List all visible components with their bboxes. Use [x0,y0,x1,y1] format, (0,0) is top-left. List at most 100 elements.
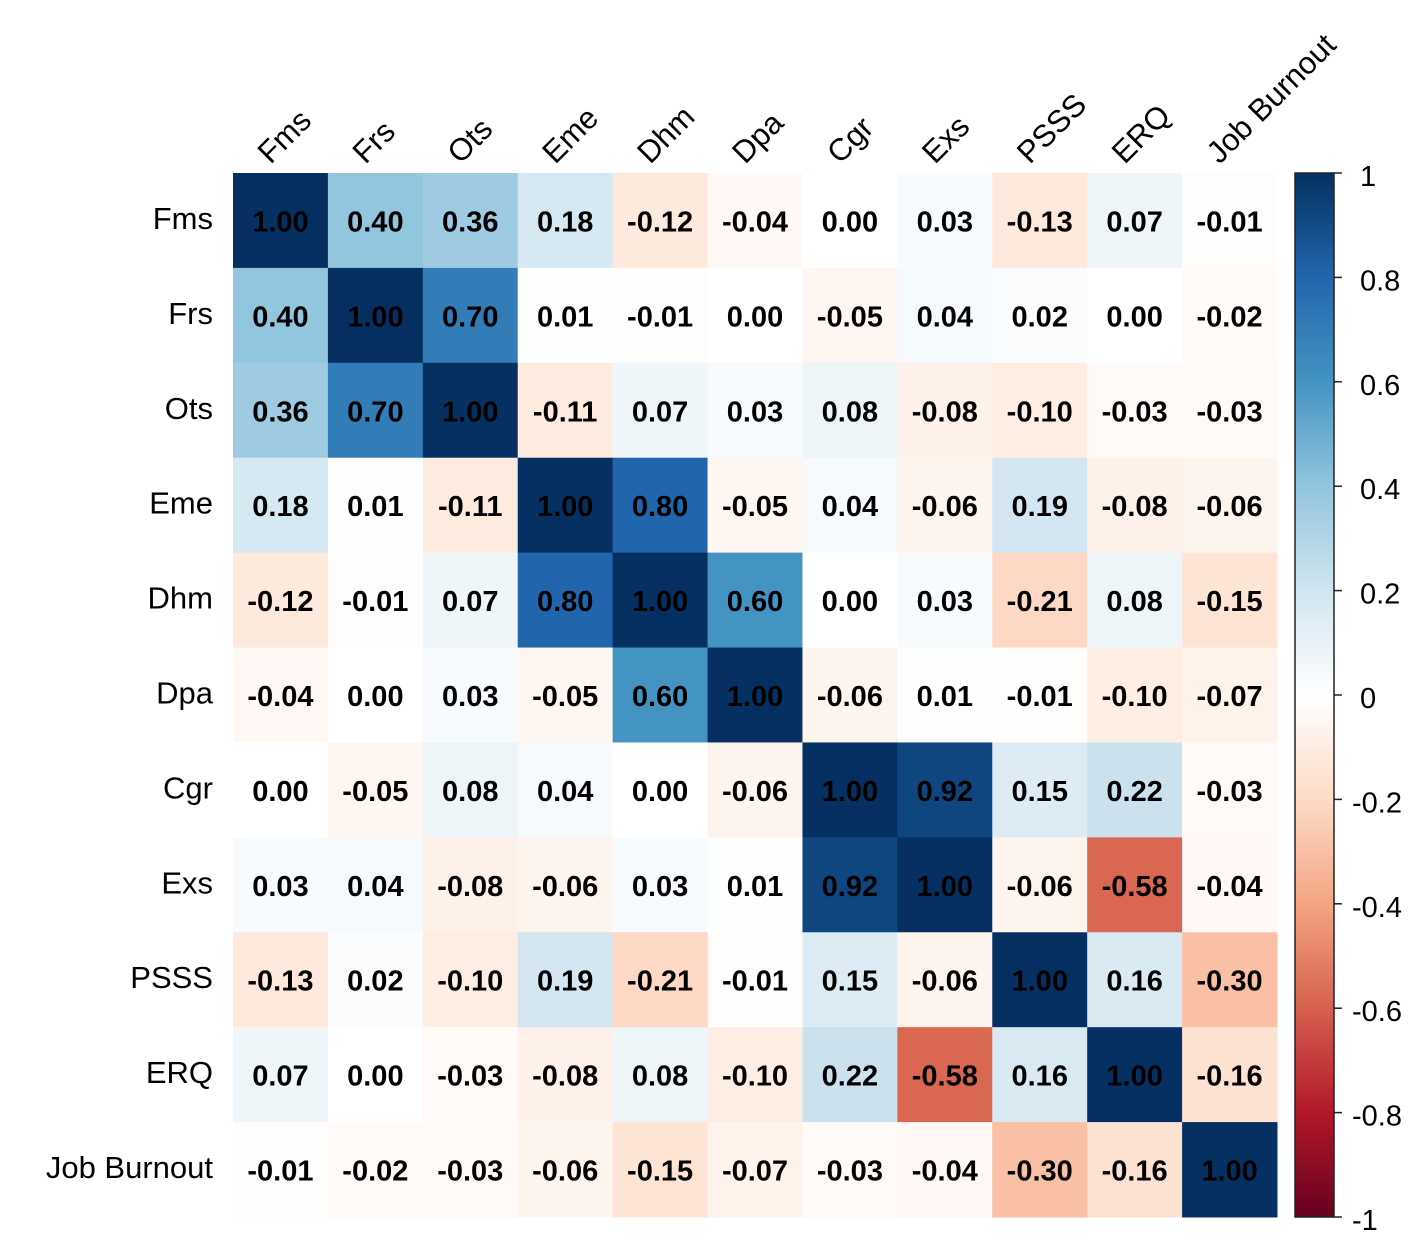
heatmap-cell [233,457,329,554]
cell-value-label: 0.03 [727,396,783,428]
cell-value-label: -0.15 [627,1156,693,1188]
cell-value-label: -0.58 [912,1061,978,1093]
column-label: Ots [440,111,499,170]
colorbar-tick-label: 0.4 [1360,474,1400,506]
cell-value-label: -0.30 [1196,966,1262,998]
heatmap-cell [992,1122,1088,1218]
cell-value-label: -0.04 [1196,871,1262,903]
cell-value-label: -0.06 [817,681,883,713]
cell-value-label: -0.10 [437,966,503,998]
heatmap-cell [1182,742,1278,838]
cell-value-label: -0.03 [437,1156,503,1188]
cell-value-label: 0.00 [347,1061,403,1093]
cell-value-label: -0.11 [533,396,598,428]
cell-value-label: 0.00 [727,301,783,333]
heatmap-cell [422,552,519,649]
heatmap-cell [992,552,1088,649]
heatmap-cell [802,837,898,933]
cell-value-label: 1.00 [632,586,688,618]
cell-value-label: -0.10 [1007,396,1073,428]
cell-value-label: 0.19 [537,966,593,998]
column-labels: Fms Frs Ots Eme Dhm Dpa Cgr Exs PSSS ERQ Job Burno… [251,27,1343,170]
heatmap-cell [707,1027,803,1123]
heatmap-cell [897,647,993,743]
cell-value-label: 0.80 [632,491,688,523]
cell-value-label: 0.04 [917,301,973,333]
cell-value-label: -0.03 [1196,396,1262,428]
heatmap-cell [517,552,614,649]
heatmap-cell [897,552,993,649]
column-label: PSSS [1010,87,1093,170]
heatmap-cells: 1.00 0.40 0.36 0.18 -0.12 -0.04 0.00 0.03 -0.13 0… [233,173,1278,1218]
heatmap-cell [422,267,519,364]
heatmap-cell [992,742,1088,838]
row-label: Cgr [163,770,213,805]
cell-value-label: 0.04 [347,871,403,903]
colorbar-tick-label: -0.4 [1352,892,1402,924]
cell-value-label: 0.60 [632,681,688,713]
heatmap-cell [422,742,519,838]
cell-value-label: -0.58 [1102,871,1168,903]
cell-value-label: -0.06 [912,966,978,998]
heatmap-cell [802,362,898,459]
cell-value-label: -0.06 [532,871,598,903]
cell-value-label: 0.40 [347,206,403,238]
column-label: Job Burnout [1200,27,1343,170]
heatmap-cell [233,932,329,1028]
cell-value-label: 0.36 [252,396,308,428]
heatmap-cell [612,1122,709,1218]
cell-value-label: -0.13 [1007,206,1073,238]
heatmap-cell [233,1122,329,1218]
cell-value-label: 1.00 [917,871,973,903]
colorbar-tick-label: 0.8 [1360,265,1400,297]
cell-value-label: 0.03 [442,681,498,713]
cell-value-label: 0.04 [537,776,593,808]
cell-value-label: -0.06 [912,491,978,523]
heatmap-cell [327,457,424,554]
cell-value-label: 0.00 [632,776,688,808]
cell-value-label: -0.08 [532,1061,598,1093]
heatmap-cell [707,552,803,649]
cell-value-label: 0.07 [1106,206,1162,238]
heatmap-cell [992,647,1088,743]
heatmap-cell [802,742,898,838]
cell-value-label: 0.19 [1012,491,1068,523]
cell-value-label: -0.06 [1196,491,1262,523]
cell-value-label: 0.08 [1106,586,1162,618]
cell-value-label: -0.01 [627,301,693,333]
heatmap-cell [897,267,993,364]
cell-value-label: 0.22 [1106,776,1162,808]
cell-value-label: 0.01 [917,681,973,713]
cell-value-label: 0.80 [537,586,593,618]
heatmap-cell [1087,173,1183,269]
cell-value-label: -0.03 [817,1156,883,1188]
heatmap-cell [612,1027,709,1123]
heatmap-cell [422,457,519,554]
row-label: Ots [165,391,213,426]
cell-value-label: 0.70 [442,301,498,333]
heatmap-cell [1087,457,1183,554]
cell-value-label: -0.06 [1007,871,1073,903]
heatmap-cell [992,267,1088,364]
heatmap-cell [992,1027,1088,1123]
heatmap-cell [1087,267,1183,364]
cell-value-label: 0.07 [252,1061,308,1093]
cell-value-label: -0.08 [912,396,978,428]
cell-value-label: 1.00 [822,776,878,808]
colorbar-tick-label: -0.6 [1352,996,1402,1028]
row-label: Eme [149,486,213,521]
cell-value-label: -0.16 [1102,1156,1168,1188]
heatmap-cell [1182,1027,1278,1123]
cell-value-label: -0.06 [532,1156,598,1188]
heatmap-cell [517,932,614,1028]
colorbar-tick-label: 0 [1360,683,1376,715]
heatmap-cell [897,362,993,459]
cell-value-label: 1.00 [1201,1156,1257,1188]
heatmap-cell [517,1122,614,1218]
cell-value-label: 0.18 [252,491,308,523]
heatmap-cell [612,742,709,838]
heatmap-cell [992,837,1088,933]
cell-value-label: -0.02 [1196,301,1262,333]
colorbar: 1 0.8 0.6 0.4 0.2 0 -0.2 -0.4 -0.6 -0.8 -1 [1294,161,1402,1237]
cell-value-label: 1.00 [1012,966,1068,998]
